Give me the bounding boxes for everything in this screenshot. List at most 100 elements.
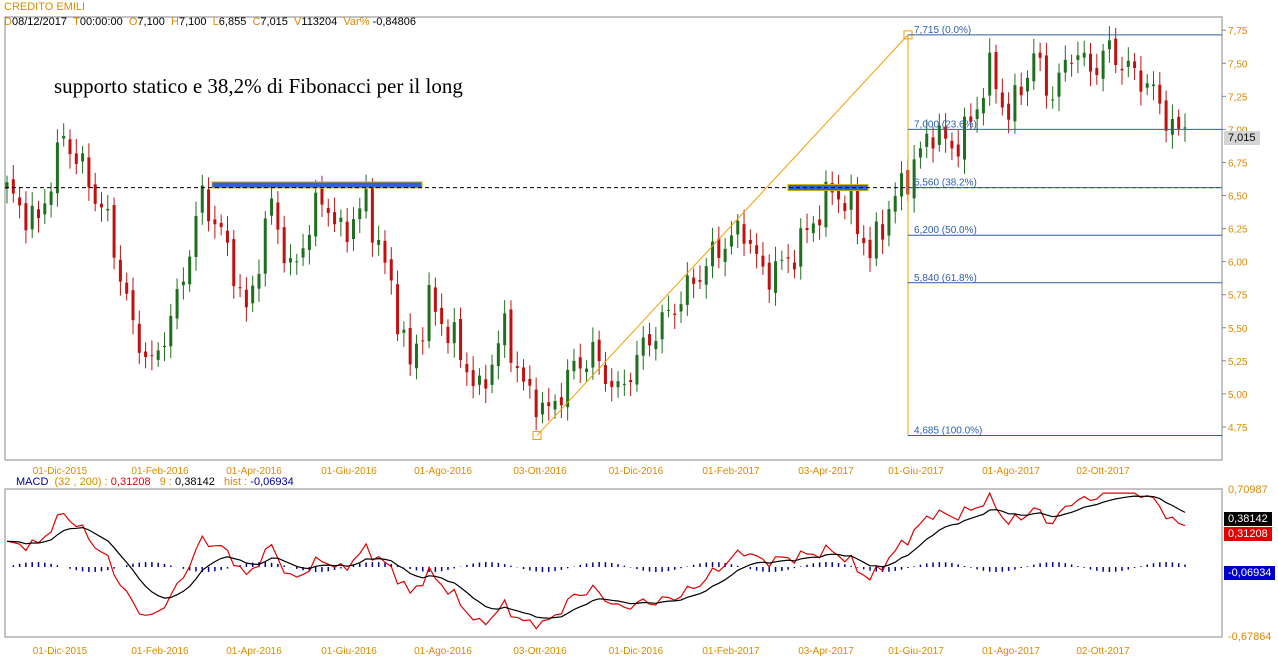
candle [994,44,998,104]
quote-low-key: L [212,16,219,28]
price-tick-label: 7,75 [1228,26,1248,37]
candle [767,254,771,303]
candle [225,216,229,257]
macd-header: MACD (32 , 200) : 0,31208 9 : 0,38142 hi… [16,476,294,488]
quote-open: 7,100 [137,16,165,28]
candle [5,175,9,204]
candle [74,138,78,175]
candle [1007,92,1011,134]
date-tick-label: 01-Apr-2016 [226,646,282,657]
candle [68,129,72,169]
candle [950,132,954,161]
candle [484,364,488,404]
candle [251,275,255,313]
candle [1038,42,1042,72]
candle [755,233,759,269]
macd-line [6,491,1186,630]
macd-hist-box: -0,06934 [1224,566,1276,580]
candle [641,326,645,370]
candle [729,221,733,255]
candle [893,182,897,224]
candle [295,253,299,275]
candle [1114,27,1118,74]
candle [881,209,885,254]
candle [679,291,683,324]
macd-signal-value: 0,38142 [175,476,215,488]
candle [786,244,790,274]
quote-open-key: O [128,16,138,28]
candle [288,244,292,276]
macd-axis-bottom: -0,67864 [1228,631,1272,643]
candle [1107,26,1111,63]
quote-time: 00:00:00 [79,16,123,28]
date-axis-top: 01-Dic-2015 01-Feb-2016 01-Apr-2016 01-Giu-… [33,466,1130,477]
candle [490,354,494,394]
candle [528,365,532,399]
quote-low: 6,855 [218,16,247,28]
chart-annotation: supporto statico e 38,2% di Fibonacci pe… [54,74,463,98]
candle [610,368,614,402]
price-tick-label: 5,00 [1228,390,1248,401]
date-tick-label: 01-Giu-2016 [321,466,377,477]
candle [433,277,437,326]
candle [1095,53,1099,85]
candle [1145,74,1149,96]
candle [11,165,15,203]
candle [553,394,557,419]
price-pane [4,16,1223,461]
price-tick-label: 6,75 [1228,158,1248,169]
quote-var: -0,84806 [372,16,416,28]
support-zone [211,181,423,189]
candle [963,107,967,174]
candle [24,191,28,244]
fib-level-label: 7,715 (0.0%) [914,25,971,36]
candle [219,214,223,236]
candle [1101,44,1105,92]
macd-pane [4,488,1223,638]
candle [414,334,418,380]
candle [377,225,381,256]
macd-signal-name: 9 [159,476,166,488]
candle [144,342,148,369]
candle [792,249,796,279]
candle [162,332,166,362]
candle [654,326,658,361]
candle [30,192,34,238]
fib-level-label: 5,840 (61.8%) [914,273,977,284]
candle [622,369,626,396]
fib-level-label: 7,000 (23.6%) [914,119,977,130]
candle [597,330,601,375]
candle [18,186,22,219]
candle [200,174,204,225]
price-tick-label: 6,25 [1228,225,1248,236]
candle [1000,78,1004,116]
fib-level-label: 6,200 (50.0%) [914,225,977,236]
candle [975,96,979,133]
candle [849,174,853,225]
candle [465,352,469,386]
candle [692,268,696,299]
candle [918,141,922,169]
macd-signal-line [6,495,1186,619]
price-tick-label: 7,25 [1228,92,1248,103]
support-zones [5,181,1222,192]
candle [616,371,620,398]
candle [1070,54,1074,77]
candle [452,308,456,358]
candle [717,226,721,269]
candle [704,257,708,299]
candle [263,211,267,287]
candle [131,277,135,335]
quote-date: 08/12/2017 [11,16,68,28]
date-tick-label: 01-Feb-2017 [702,646,760,657]
candle [868,226,872,272]
quote-high: 7,100 [179,16,207,28]
macd-hist-name: hist [223,476,242,488]
fib-anchor-low[interactable] [532,431,542,441]
candle [1126,47,1130,78]
candle [685,262,689,316]
date-tick-label: 01-Giu-2017 [888,646,944,657]
fibonacci-retracement: 7,715 (0.0%) 7,000 (23.6%) 6,560 (38.2%) 6,… [532,25,1222,441]
candle [1089,43,1093,87]
candle [956,129,960,168]
